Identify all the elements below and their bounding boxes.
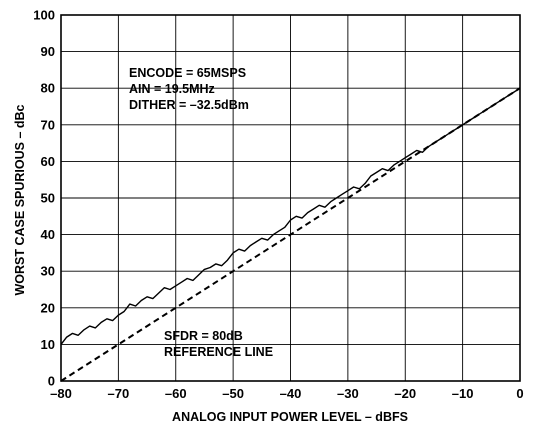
annotation-reference-line: REFERENCE LINE [164, 345, 273, 359]
x-tick-label: –40 [280, 386, 302, 401]
x-tick-label: –70 [108, 386, 130, 401]
y-tick-label: 0 [48, 374, 55, 389]
x-tick-label: –80 [50, 386, 72, 401]
x-tick-label: –50 [222, 386, 244, 401]
plot-frame [60, 14, 521, 382]
y-tick-label: 80 [41, 81, 55, 96]
reference-line-series [60, 87, 521, 382]
y-tick-label: 70 [41, 117, 55, 132]
x-tick-label: –10 [452, 386, 474, 401]
annotation-ain: AIN = 19.5MHz [129, 82, 215, 96]
y-tick-label: 40 [41, 227, 55, 242]
x-tick-label: –30 [337, 386, 359, 401]
annotation-sfdr: SFDR = 80dB [164, 329, 243, 343]
y-tick-label: 50 [41, 191, 55, 206]
y-tick-label: 30 [41, 264, 55, 279]
x-axis-title: ANALOG INPUT POWER LEVEL – dBFS [172, 410, 408, 424]
y-tick-label: 100 [33, 8, 55, 23]
annotation-encode: ENCODE = 65MSPS [129, 66, 246, 80]
y-tick-label: 20 [41, 300, 55, 315]
x-tick-label: 0 [516, 386, 523, 401]
y-tick-label: 90 [41, 44, 55, 59]
tick-labels: –80 –70 –60 –50 –40 –30 –20 –10 0 0 10 20 30 40 50 60 70… [33, 8, 523, 402]
y-tick-label: 10 [41, 337, 55, 352]
x-tick-label: –60 [165, 386, 187, 401]
reference-annotation: SFDR = 80dB REFERENCE LINE [164, 329, 273, 359]
series-layer [60, 87, 521, 382]
y-tick-label: 60 [41, 154, 55, 169]
y-axis-title: WORST CASE SPURIOUS – dBc [13, 104, 27, 295]
x-tick-label: –20 [394, 386, 416, 401]
conditions-annotation: ENCODE = 65MSPS AIN = 19.5MHz DITHER = –… [129, 66, 249, 112]
annotation-dither: DITHER = –32.5dBm [129, 98, 249, 112]
